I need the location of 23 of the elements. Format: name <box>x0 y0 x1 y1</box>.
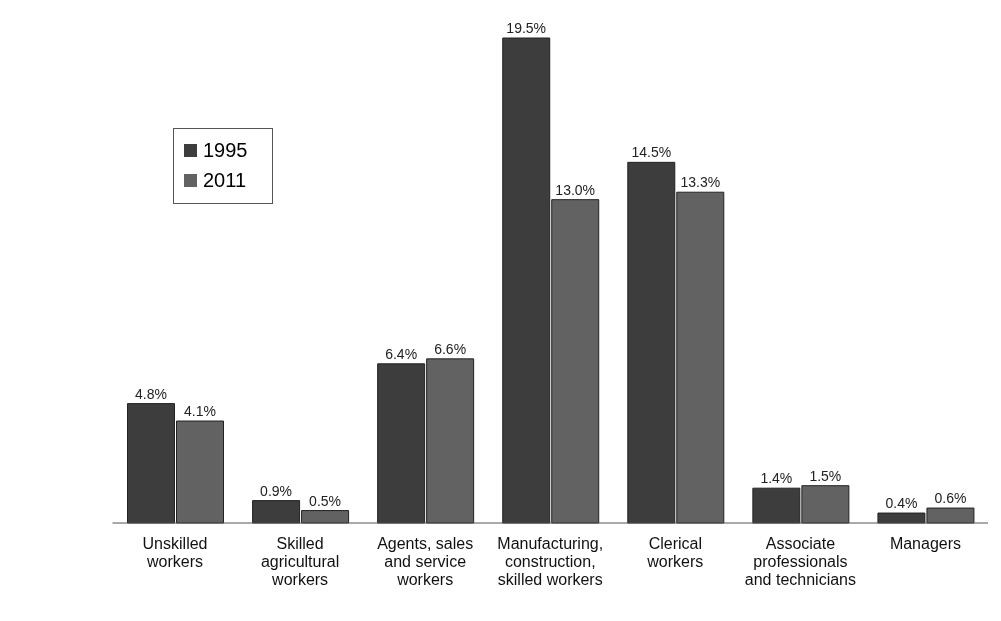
legend-label: 2011 <box>203 168 247 193</box>
x-tick-label: Skilled agricultural workers <box>260 535 340 588</box>
x-tick-label: Clerical workers <box>646 535 704 570</box>
data-label: 0.9% <box>260 482 293 499</box>
legend-label: 1995 <box>203 138 248 163</box>
data-label: 1.5% <box>809 467 842 484</box>
x-tick-label: Associate professionals and technicians <box>744 535 856 588</box>
data-label: 4.8% <box>135 385 167 402</box>
x-tick-label: Unskilled workers <box>142 535 208 570</box>
data-label: 0.5% <box>309 492 342 509</box>
x-tick-label: Manufacturing, construction, skilled workers <box>497 535 604 588</box>
data-label: 0.6% <box>934 490 967 507</box>
data-label: 19.5% <box>506 20 547 36</box>
data-label: 0.4% <box>885 495 918 512</box>
data-label: 4.1% <box>184 403 216 420</box>
data-label: 6.4% <box>385 345 418 362</box>
data-label: 14.5% <box>631 144 672 161</box>
x-tick-label: Managers <box>889 535 962 553</box>
data-label: 13.3% <box>680 174 721 191</box>
data-label: 13.0% <box>555 181 596 198</box>
data-label: 6.6% <box>434 340 467 357</box>
data-label: 1.4% <box>760 470 793 487</box>
x-tick-label: Agents, sales and service workers <box>377 535 474 588</box>
